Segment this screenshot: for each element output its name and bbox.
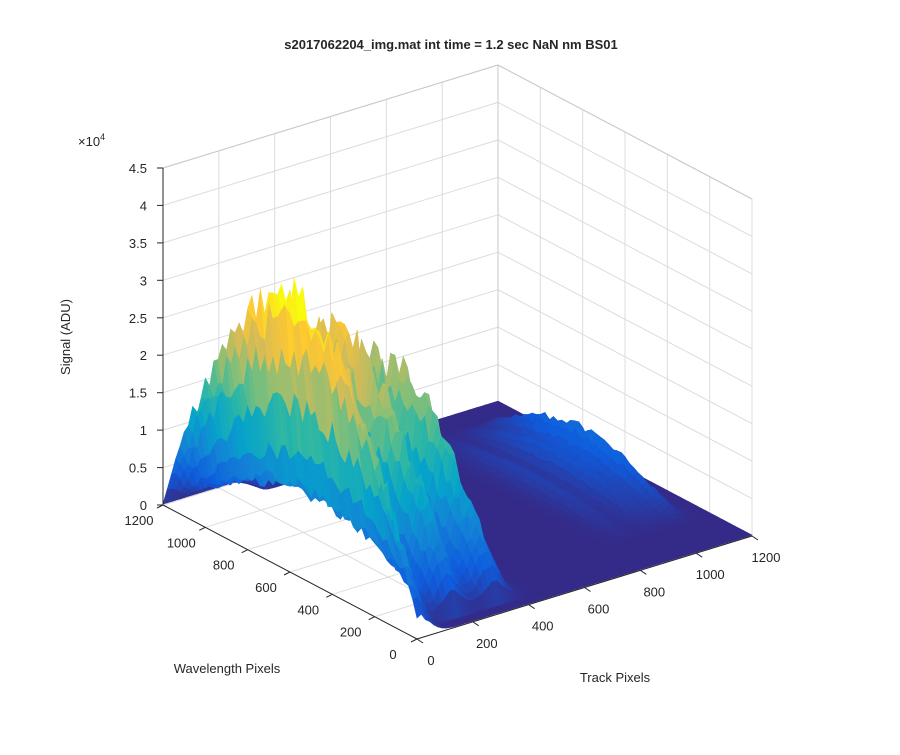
z-tick-label: 2.5 bbox=[129, 311, 147, 326]
x-tick bbox=[472, 621, 480, 627]
z-axis-label: Signal (ADU) bbox=[58, 299, 73, 375]
x-tick-label: 1000 bbox=[696, 567, 725, 582]
y-tick-label: 1000 bbox=[167, 535, 196, 550]
grid-line bbox=[497, 326, 753, 462]
z-tick-label: 0.5 bbox=[129, 461, 147, 476]
x-tick bbox=[416, 638, 424, 644]
z-exponent-power: 4 bbox=[100, 132, 105, 142]
y-tick bbox=[410, 638, 418, 643]
grid-line bbox=[497, 289, 753, 425]
grid-line bbox=[497, 364, 753, 500]
y-tick bbox=[241, 549, 248, 554]
y-tick-label: 1200 bbox=[125, 513, 154, 528]
x-tick-label: 1200 bbox=[752, 550, 781, 565]
x-tick bbox=[751, 535, 759, 541]
box-edge bbox=[497, 64, 753, 200]
z-exponent-label: ×104 bbox=[78, 132, 105, 149]
x-tick-label: 800 bbox=[643, 584, 665, 599]
x-tick-label: 200 bbox=[476, 636, 498, 651]
z-tick-label: 3.5 bbox=[129, 236, 147, 251]
z-tick-label: 2 bbox=[140, 348, 147, 363]
grid-line bbox=[497, 176, 753, 312]
y-tick-label: 600 bbox=[255, 580, 277, 595]
x-tick bbox=[640, 569, 647, 575]
x-tick bbox=[695, 552, 703, 558]
z-tick-label: 3 bbox=[140, 273, 147, 288]
x-tick-label: 600 bbox=[588, 602, 610, 617]
y-axis-label: Wavelength Pixels bbox=[174, 661, 281, 676]
x-tick bbox=[584, 587, 591, 592]
grid-line bbox=[497, 214, 753, 350]
y-tick bbox=[283, 571, 291, 576]
y-tick-label: 0 bbox=[389, 647, 396, 662]
box-edge bbox=[162, 64, 499, 169]
grid-line bbox=[162, 176, 499, 281]
x-tick-label: 400 bbox=[532, 619, 554, 634]
grid-line bbox=[497, 251, 753, 387]
z-tick-label: 4 bbox=[140, 198, 147, 213]
z-tick-label: 0 bbox=[140, 498, 147, 513]
y-tick-label: 400 bbox=[297, 602, 319, 617]
y-tick bbox=[199, 526, 206, 531]
y-tick-label: 800 bbox=[213, 558, 235, 573]
surface bbox=[162, 277, 753, 629]
z-exponent-base: ×10 bbox=[78, 134, 100, 149]
y-tick-label: 200 bbox=[340, 625, 362, 640]
z-tick-label: 1.5 bbox=[129, 386, 147, 401]
z-tick-label: 1 bbox=[140, 423, 147, 438]
y-tick bbox=[326, 593, 333, 598]
grid-line bbox=[497, 139, 753, 275]
grid-line bbox=[162, 214, 499, 319]
grid-line bbox=[162, 101, 499, 206]
grid-line bbox=[162, 251, 499, 356]
x-tick bbox=[528, 604, 535, 610]
grid-line bbox=[162, 139, 499, 244]
x-axis-label: Track Pixels bbox=[580, 670, 651, 685]
z-tick-label: 4.5 bbox=[129, 161, 147, 176]
grid-line bbox=[497, 101, 753, 237]
y-tick bbox=[368, 616, 375, 621]
x-tick-label: 0 bbox=[427, 653, 434, 668]
chart-title: s2017062204_img.mat int time = 1.2 sec N… bbox=[284, 37, 618, 52]
